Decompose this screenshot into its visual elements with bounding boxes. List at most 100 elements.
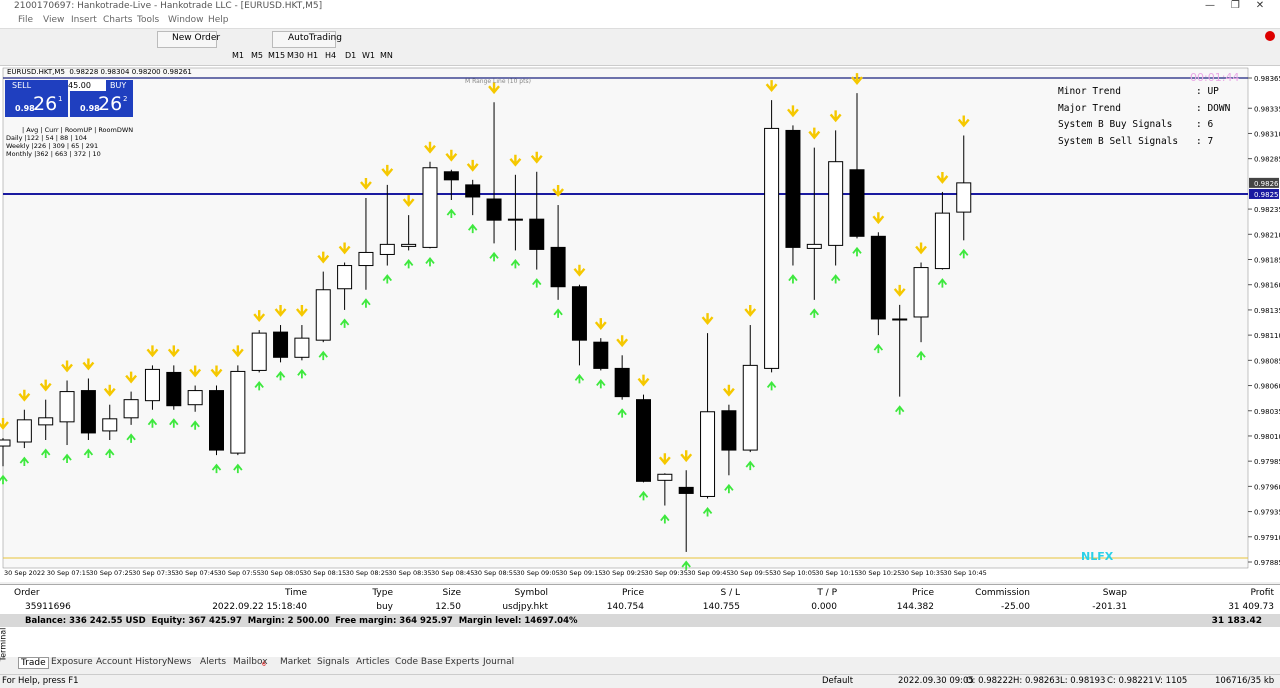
buy-arrow — [638, 490, 649, 501]
candle-body — [550, 246, 566, 288]
buy-arrow — [105, 448, 115, 458]
buy-arrow — [467, 223, 478, 234]
stats-row: | Avg | Curr | RoomUP | RoomDWN — [22, 126, 134, 134]
autotrading-label[interactable]: AutoTrading — [288, 33, 342, 43]
sell-price-pips: 26 — [33, 93, 58, 115]
candle-body — [764, 127, 780, 369]
sell-button[interactable] — [5, 80, 68, 117]
time-label: 30 Sep 10:05 — [773, 569, 816, 577]
buy-arrow — [425, 256, 435, 267]
candle-body — [571, 286, 587, 341]
buy-text[interactable]: BUY — [110, 81, 127, 90]
candle-body — [294, 337, 310, 358]
buy-price-big: 0.98 — [80, 104, 100, 113]
sell-arrow — [915, 242, 927, 255]
terminal-tab[interactable]: Exposure — [51, 657, 93, 667]
menu-item[interactable]: Tools — [137, 15, 160, 25]
terminal-tab[interactable]: Code Base — [395, 657, 443, 667]
terminal-tab[interactable]: Market — [280, 657, 311, 667]
range-line-label: M Range Line (10 pts) — [465, 78, 531, 85]
sell-arrow — [787, 105, 799, 118]
status-field: O: 0.98222 — [966, 676, 1014, 686]
plot-area — [2, 67, 1249, 569]
cell: 12.50 — [435, 602, 461, 612]
price-label: 0.98085 — [1254, 357, 1280, 365]
candle-body — [337, 265, 353, 290]
candle-body — [102, 418, 118, 432]
buy-arrow — [318, 350, 328, 361]
lot-input[interactable] — [68, 80, 106, 91]
sell-arrow — [103, 384, 116, 397]
new-order-button[interactable] — [157, 31, 217, 48]
candle-body — [614, 367, 630, 398]
buy-arrow — [211, 463, 222, 474]
buy-arrow — [339, 318, 350, 328]
buy-price-pips: 26 — [98, 93, 123, 115]
terminal-tab[interactable]: Experts — [445, 657, 480, 667]
buy-arrow — [596, 378, 606, 389]
window-title: 2100170697: Hankotrade-Live - Hankotrade… — [14, 1, 323, 11]
terminal-tab[interactable]: Articles — [356, 657, 390, 667]
time-label: 30 Sep 10:25 — [858, 569, 901, 577]
cell[interactable]: 35911696 — [25, 602, 71, 612]
terminal-tab[interactable]: Mailbox — [233, 657, 268, 667]
timeframe-button[interactable]: M15 — [268, 51, 286, 60]
window-controls[interactable]: — ❐ ✕ — [1205, 0, 1265, 11]
buy-arrow — [617, 408, 627, 418]
candle-body — [80, 390, 96, 434]
menu-item[interactable]: Insert — [71, 15, 97, 25]
menu-item[interactable]: Window — [168, 15, 204, 25]
time-label: 30 Sep 08:25 — [346, 569, 389, 577]
time-label: 30 Sep 09:55 — [730, 569, 773, 577]
autotrading-button[interactable] — [272, 31, 336, 48]
terminal-tab[interactable]: Signals — [317, 657, 350, 667]
time-label: 30 Sep 08:45 — [431, 569, 474, 577]
candle-body — [443, 171, 459, 181]
cell: buy — [376, 602, 393, 612]
sell-arrow — [594, 318, 607, 331]
lot-size[interactable]: 45.00 — [68, 81, 91, 90]
terminal-tab[interactable]: Account History — [96, 657, 168, 667]
terminal-tab[interactable]: News — [167, 657, 192, 667]
cell: -25.00 — [1000, 602, 1030, 612]
menu-item[interactable]: Charts — [103, 15, 133, 25]
timeframe-button[interactable]: M1 — [232, 51, 244, 60]
terminal-tab[interactable]: Journal — [483, 657, 515, 667]
terminal-label: Terminal — [0, 627, 8, 662]
buy-arrow — [382, 274, 393, 284]
new-order-label[interactable]: New Order — [172, 33, 221, 43]
sell-arrow — [851, 73, 863, 85]
sell-arrow — [338, 242, 351, 255]
menu-item[interactable]: File — [18, 15, 34, 25]
timeframe-button[interactable]: W1 — [362, 51, 375, 60]
price-label: 0.98235 — [1254, 206, 1280, 214]
menu-item[interactable]: View — [43, 15, 65, 25]
buy-arrow — [83, 448, 94, 458]
sell-arrow — [936, 171, 949, 184]
terminal-tab[interactable]: Trade — [18, 657, 49, 669]
candle-body — [956, 182, 972, 213]
terminal-tab[interactable]: Alerts — [200, 657, 227, 667]
candle-body — [636, 399, 651, 482]
buy-arrow — [297, 368, 307, 379]
time-label: 30 Sep 07:55 — [218, 569, 261, 577]
candle-body — [657, 473, 673, 481]
timeframe-button[interactable]: H4 — [325, 51, 337, 60]
time-label: 30 Sep 10:15 — [815, 569, 858, 577]
menu-item[interactable]: Help — [208, 15, 229, 25]
alert-badge[interactable] — [1265, 31, 1275, 41]
timeframe-button[interactable]: MN — [380, 51, 393, 60]
time-label: 30 Sep 09:45 — [687, 569, 730, 577]
timeframe-button[interactable]: M5 — [251, 51, 263, 60]
candle-body — [700, 411, 716, 497]
timeframe-button[interactable]: D1 — [345, 51, 357, 60]
timeframe-button[interactable]: M30 — [287, 51, 305, 60]
sell-text[interactable]: SELL — [12, 81, 32, 90]
timeframe-button[interactable]: H1 — [307, 51, 319, 60]
candle-body — [401, 243, 417, 247]
candle-body — [166, 371, 182, 407]
status-field: 106716/35 kb — [1215, 676, 1275, 686]
